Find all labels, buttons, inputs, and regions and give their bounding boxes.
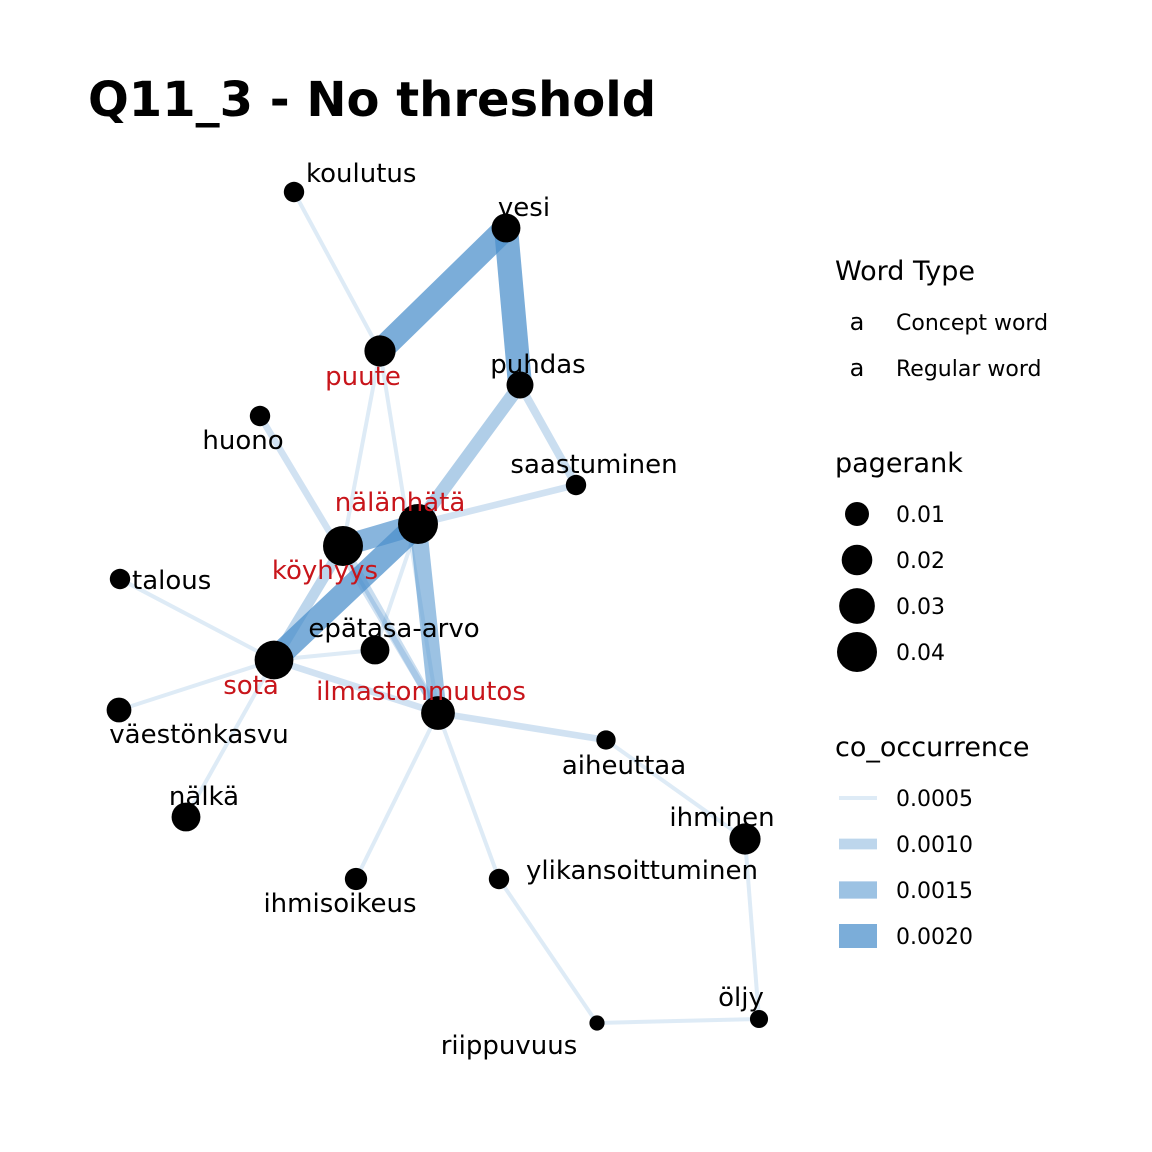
node-label-ihmisoikeus: ihmisoikeus bbox=[263, 889, 416, 919]
legend-regular-glyph: a bbox=[850, 354, 865, 382]
legend-pagerank-dot bbox=[845, 502, 869, 526]
node-label-sota: sota bbox=[223, 671, 279, 701]
legend-pagerank-dot bbox=[841, 544, 873, 576]
node-nalka[interactable] bbox=[171, 802, 201, 832]
node-koulutus[interactable] bbox=[283, 181, 305, 203]
node-nalanhata[interactable] bbox=[398, 504, 438, 544]
legend-pagerank-dot bbox=[837, 632, 877, 672]
node-label-nalka: nälkä bbox=[169, 782, 239, 812]
edge-sota-vaestonkasvu bbox=[118, 658, 275, 712]
edge-ihminen-oljy bbox=[743, 838, 761, 1020]
node-koyhyys[interactable] bbox=[323, 526, 363, 566]
legend-co-occurrence: co_occurrence 0.0005 0.0010 0.0015 0.002… bbox=[835, 732, 1030, 950]
legend-co-occurrence-label: 0.0005 bbox=[896, 787, 973, 812]
node-oljy[interactable] bbox=[749, 1009, 769, 1029]
node-label-nalanhata: nälänhätä bbox=[335, 488, 466, 518]
edge-ylikansoittuminen-riippuvuus bbox=[497, 877, 599, 1025]
legend: Word Type a Concept word a Regular word … bbox=[835, 256, 1048, 950]
legend-pagerank-label: 0.01 bbox=[896, 503, 945, 528]
edge-vesi-puhdas bbox=[494, 226, 532, 387]
node-puute[interactable] bbox=[364, 335, 396, 367]
edge-puhdas-saastuminen bbox=[516, 383, 580, 487]
node-ihminen[interactable] bbox=[729, 823, 761, 855]
node-saastuminen[interactable] bbox=[565, 474, 587, 496]
edge-puute-koyhyys bbox=[341, 350, 382, 547]
edge-nalanhata-sota bbox=[265, 515, 427, 669]
legend-co-occurrence-label: 0.0010 bbox=[896, 833, 973, 858]
node-aiheuttaa[interactable] bbox=[596, 730, 616, 750]
labels-layer: koulutus vesi puute puhdas huono saastuminen n… bbox=[109, 159, 774, 1061]
node-label-puute: puute bbox=[325, 362, 401, 392]
node-label-koulutus: koulutus bbox=[306, 159, 416, 189]
node-label-koyhyys: köyhyys bbox=[272, 556, 378, 586]
node-label-talous: talous bbox=[132, 566, 211, 596]
legend-pagerank-label: 0.04 bbox=[896, 641, 945, 666]
edge-aiheuttaa-ihminen bbox=[604, 738, 747, 841]
edge-koyhyys-ilmasto bbox=[339, 544, 442, 715]
legend-concept-label: Concept word bbox=[896, 311, 1048, 336]
node-label-vesi: vesi bbox=[498, 193, 550, 223]
legend-pagerank-label: 0.02 bbox=[896, 549, 945, 574]
node-label-epatasa: epätasa-arvo bbox=[308, 614, 479, 644]
node-riippuvuus[interactable] bbox=[589, 1015, 605, 1031]
legend-word-type-title: Word Type bbox=[835, 256, 975, 287]
node-label-ihminen: ihminen bbox=[669, 803, 774, 833]
node-label-ylikansoittuminen: ylikansoittuminen bbox=[526, 856, 758, 886]
legend-regular-label: Regular word bbox=[896, 357, 1041, 382]
edge-vesi-puute bbox=[371, 219, 515, 360]
node-ilmasto[interactable] bbox=[421, 696, 455, 730]
node-puhdas[interactable] bbox=[506, 371, 534, 399]
node-vaestonkasvu[interactable] bbox=[106, 697, 132, 723]
legend-pagerank-title: pagerank bbox=[835, 448, 963, 479]
edge-ilmasto-ylikansoittuminen bbox=[436, 712, 501, 880]
edge-koyhyys-sota bbox=[269, 543, 348, 663]
edge-ilmasto-ihmisoikeus bbox=[354, 712, 440, 880]
edge-talous-sota bbox=[119, 577, 275, 662]
edge-sota-ilmasto bbox=[272, 656, 440, 717]
chart-title: Q11_3 - No threshold bbox=[88, 72, 656, 128]
node-label-vaestonkasvu: väestönkasvu bbox=[109, 720, 288, 750]
nodes-layer bbox=[106, 181, 769, 1031]
legend-pagerank-dot bbox=[839, 588, 875, 624]
node-huono[interactable] bbox=[249, 405, 271, 427]
edge-saastuminen-nalanhata bbox=[417, 481, 577, 528]
legend-pagerank-label: 0.03 bbox=[896, 595, 945, 620]
edge-ilmasto-aiheuttaa bbox=[437, 709, 607, 744]
node-sota[interactable] bbox=[254, 640, 294, 680]
legend-word-type: Word Type a Concept word a Regular word bbox=[835, 256, 1048, 382]
node-talous[interactable] bbox=[109, 568, 131, 590]
edge-puhdas-nalanhata bbox=[412, 381, 526, 528]
node-ihmisoikeus[interactable] bbox=[344, 867, 368, 891]
node-label-huono: huono bbox=[202, 426, 283, 456]
legend-co-occurrence-label: 0.0015 bbox=[896, 879, 973, 904]
node-label-aiheuttaa: aiheuttaa bbox=[562, 751, 686, 781]
legend-pagerank: pagerank 0.01 0.02 0.03 0.04 bbox=[835, 448, 963, 672]
edge-sota-nalka bbox=[184, 659, 276, 818]
edges-layer bbox=[118, 191, 761, 1025]
legend-concept-glyph: a bbox=[850, 308, 865, 336]
legend-co-occurrence-title: co_occurrence bbox=[835, 732, 1030, 763]
node-ylikansoittuminen[interactable] bbox=[488, 868, 510, 890]
edge-riippuvuus-oljy bbox=[596, 1017, 760, 1025]
edge-nalanhata-ilmasto bbox=[409, 523, 447, 714]
node-label-puhdas: puhdas bbox=[490, 350, 585, 380]
edge-koulutus-puute bbox=[292, 191, 382, 352]
node-label-oljy: öljy bbox=[718, 983, 764, 1013]
node-epatasa[interactable] bbox=[360, 635, 390, 665]
node-label-ilmasto: ilmastonmuutos bbox=[316, 677, 526, 707]
node-vesi[interactable] bbox=[491, 213, 521, 243]
legend-co-occurrence-label: 0.0020 bbox=[896, 925, 973, 950]
edge-nalanhata-epatasa bbox=[373, 523, 420, 651]
node-label-saastuminen: saastuminen bbox=[510, 450, 677, 480]
node-label-riippuvuus: riippuvuus bbox=[441, 1031, 578, 1061]
